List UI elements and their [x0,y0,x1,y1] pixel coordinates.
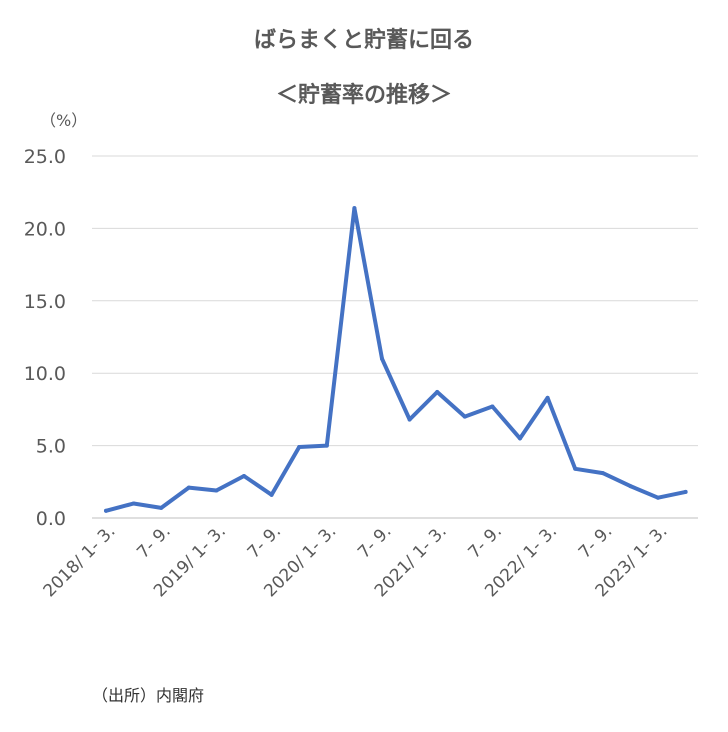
data-point [656,495,660,500]
x-tick-label: 2018/ 1- 3. [40,521,120,601]
x-tick-label: 7- 9. [575,521,616,562]
y-tick-label: 15.0 [24,291,66,313]
series-line [104,206,688,513]
chart-subtitle: ＜貯蓄率の推移＞ [275,83,452,108]
y-tick-label: 20.0 [24,218,66,240]
data-point [683,489,688,494]
y-tick-label: 10.0 [24,363,66,385]
data-point [104,508,108,513]
data-point [628,484,633,489]
data-point [545,395,550,400]
data-point [131,501,136,506]
data-point [407,417,412,422]
data-point [352,206,357,211]
data-point [297,445,302,450]
source-note: （出所）内閣府 [92,686,205,705]
chart-title: ばらまくと貯蓄に回る [253,28,474,53]
data-point [462,414,467,419]
data-point [573,466,578,471]
data-point [324,443,329,448]
data-point [380,356,384,361]
data-point [214,488,219,493]
data-point [600,471,605,476]
data-point [186,485,191,490]
data-point [159,505,164,510]
x-tick-label: 7- 9. [465,521,506,562]
data-point [490,404,495,409]
data-point [518,436,522,441]
y-tick-label: 5.0 [36,436,66,458]
y-axis-unit-label: （%） [40,111,88,130]
data-point [242,474,246,479]
x-tick-label: 7- 9. [354,521,395,562]
data-point [435,390,440,395]
data-point [269,492,274,497]
y-tick-label: 0.0 [36,508,66,530]
x-tick-label: 7- 9. [133,521,174,562]
x-tick-label: 7- 9. [244,521,285,562]
y-tick-label: 25.0 [24,146,66,168]
